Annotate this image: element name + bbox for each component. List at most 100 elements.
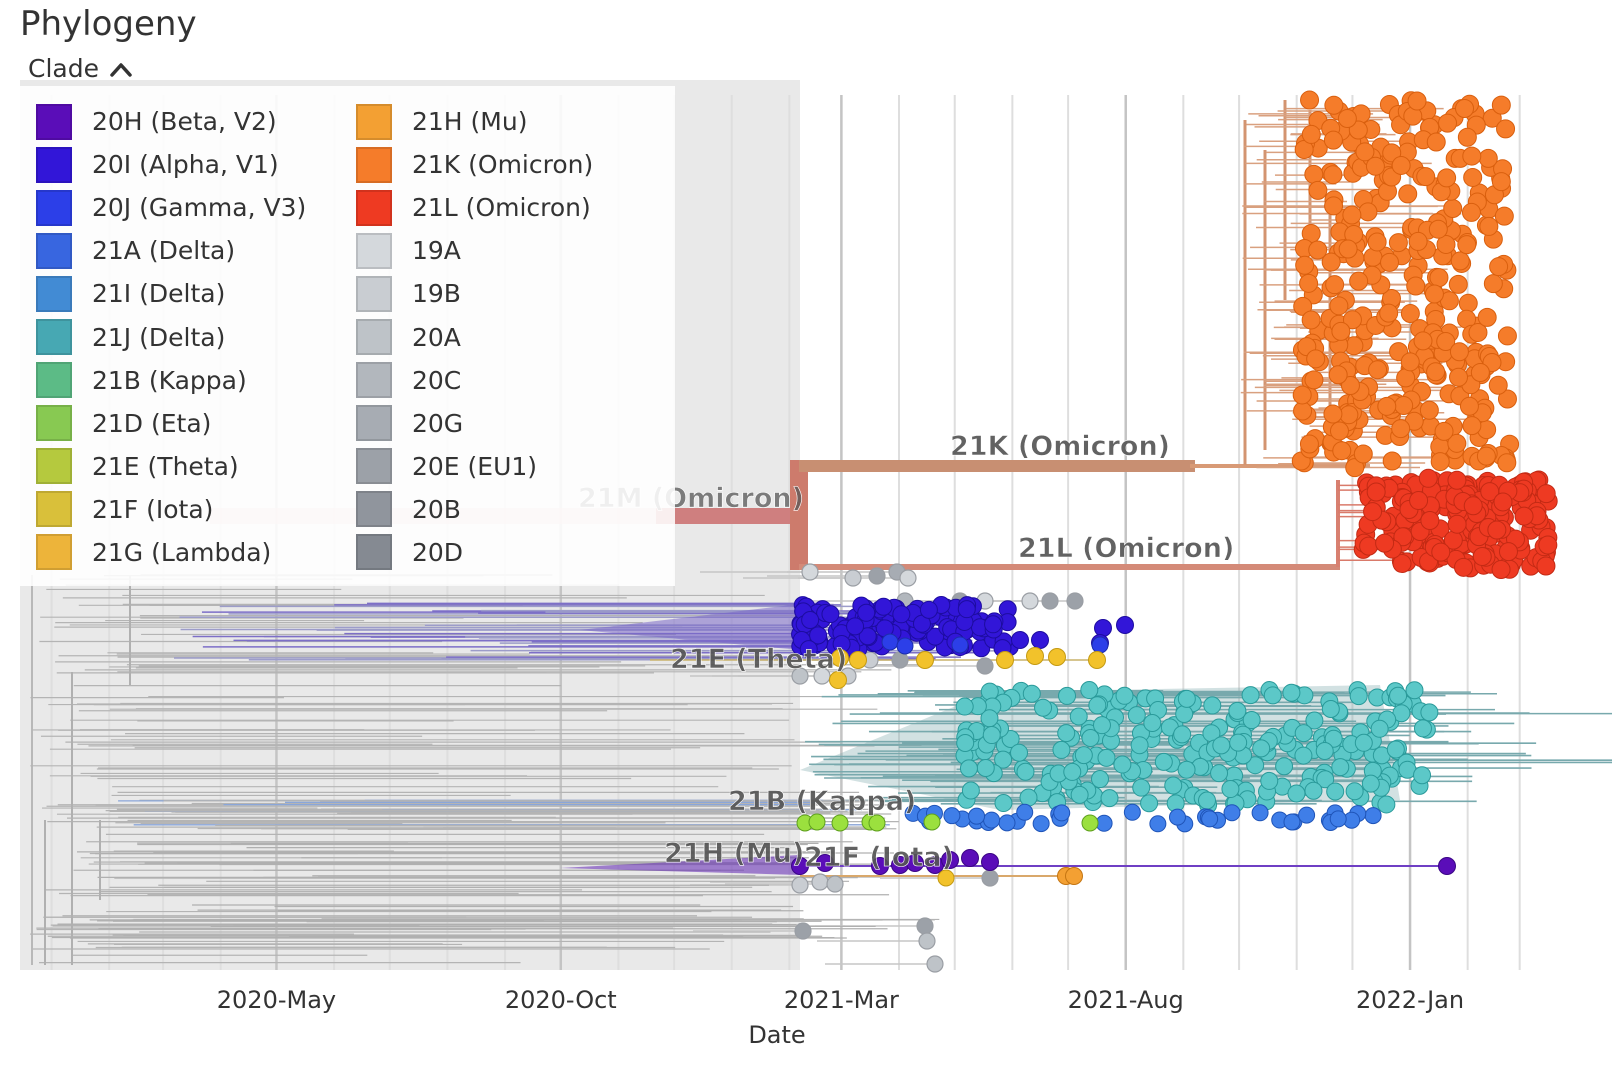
- tip-20J[interactable]: [951, 636, 969, 654]
- tip-20I[interactable]: [919, 600, 938, 619]
- tip-21J[interactable]: [1305, 711, 1324, 730]
- tip-21K[interactable]: [1382, 451, 1402, 471]
- legend-item[interactable]: 21D (Eta): [36, 402, 306, 445]
- tip-21J[interactable]: [994, 794, 1013, 813]
- tip-21K[interactable]: [1380, 252, 1400, 272]
- tip-20J[interactable]: [881, 633, 899, 651]
- legend-item[interactable]: 20J (Gamma, V3): [36, 186, 306, 229]
- tip-21K[interactable]: [1462, 416, 1482, 436]
- legend-item[interactable]: 20G: [356, 402, 593, 445]
- tip-21A[interactable]: [1298, 806, 1316, 824]
- tip-20I[interactable]: [809, 626, 828, 645]
- tip-21K[interactable]: [1400, 304, 1420, 324]
- tip-21A[interactable]: [1095, 814, 1113, 832]
- tip-21K[interactable]: [1479, 216, 1499, 236]
- tip-21J[interactable]: [1420, 703, 1439, 722]
- tip-21J[interactable]: [1127, 706, 1146, 725]
- tip-21K[interactable]: [1497, 453, 1517, 473]
- tip-21J[interactable]: [1052, 740, 1071, 759]
- tip-21L[interactable]: [1366, 482, 1386, 502]
- tip-21K[interactable]: [1491, 172, 1511, 192]
- tip-19A-20D[interactable]: [981, 869, 999, 887]
- tip-20I[interactable]: [984, 615, 1003, 634]
- tip-21K[interactable]: [1368, 360, 1388, 380]
- tip-21K[interactable]: [1436, 234, 1456, 254]
- tip-21A[interactable]: [1364, 807, 1382, 825]
- tip-21K[interactable]: [1358, 202, 1378, 222]
- tip-21K[interactable]: [1413, 331, 1433, 351]
- tip-21J[interactable]: [1252, 739, 1271, 758]
- tip-21K[interactable]: [1463, 167, 1483, 187]
- tip-21K[interactable]: [1396, 368, 1416, 388]
- tip-19A-20D[interactable]: [926, 955, 944, 973]
- tip-21J[interactable]: [1197, 791, 1216, 810]
- tip-21K[interactable]: [1447, 433, 1467, 453]
- tip-21K[interactable]: [1299, 434, 1319, 454]
- tip-21J[interactable]: [956, 733, 975, 752]
- tip-21K[interactable]: [1332, 441, 1352, 461]
- tip-21J[interactable]: [1331, 758, 1350, 777]
- tip-21D[interactable]: [808, 813, 826, 831]
- tip-21K[interactable]: [1497, 389, 1517, 409]
- tip-20I[interactable]: [1031, 631, 1049, 649]
- tip-21K[interactable]: [1300, 90, 1320, 110]
- tip-21J[interactable]: [1081, 729, 1100, 748]
- tip-21K[interactable]: [1450, 251, 1470, 271]
- tip-19A-20D[interactable]: [868, 567, 886, 585]
- tip-21L[interactable]: [1493, 492, 1513, 512]
- tip-21K[interactable]: [1458, 293, 1478, 313]
- legend-item[interactable]: 21I (Delta): [36, 272, 306, 315]
- tip-21K[interactable]: [1306, 349, 1326, 369]
- tip-19A-20D[interactable]: [794, 922, 812, 940]
- tip-20I[interactable]: [857, 603, 876, 622]
- tip-21K[interactable]: [1478, 148, 1498, 168]
- tip-21K[interactable]: [1483, 274, 1503, 294]
- tip-21K[interactable]: [1323, 165, 1343, 185]
- tip-21A[interactable]: [968, 807, 986, 825]
- legend-item[interactable]: 21E (Theta): [36, 445, 306, 488]
- tip-21K[interactable]: [1331, 321, 1351, 341]
- tip-21J[interactable]: [1100, 789, 1119, 808]
- tip-19A-20D[interactable]: [976, 657, 994, 675]
- tip-21K[interactable]: [1424, 284, 1444, 304]
- tip-21K[interactable]: [1437, 168, 1457, 188]
- tip-20I[interactable]: [1094, 619, 1112, 637]
- tip-19A-20D[interactable]: [899, 569, 917, 587]
- tip-21J[interactable]: [1080, 681, 1099, 700]
- tip-21J[interactable]: [1177, 760, 1196, 779]
- tip-21K[interactable]: [1301, 124, 1321, 144]
- tip-21K[interactable]: [1443, 198, 1463, 218]
- tip-21K[interactable]: [1301, 310, 1321, 330]
- tip-21A[interactable]: [1251, 804, 1269, 822]
- tip-21K[interactable]: [1323, 404, 1343, 424]
- tip-21D[interactable]: [923, 813, 941, 831]
- tip-21K[interactable]: [1324, 196, 1344, 216]
- tip-21J[interactable]: [1229, 733, 1248, 752]
- tip-21A[interactable]: [1329, 810, 1347, 828]
- tip-21J[interactable]: [1413, 719, 1432, 738]
- tip-21K[interactable]: [1407, 91, 1427, 111]
- tip-21D[interactable]: [1081, 814, 1099, 832]
- tip-21K[interactable]: [1419, 400, 1439, 420]
- tip-21K[interactable]: [1461, 202, 1481, 222]
- tip-20I[interactable]: [874, 597, 893, 616]
- tip-21J[interactable]: [1074, 746, 1093, 765]
- tip-21K[interactable]: [1459, 396, 1479, 416]
- tip-21K[interactable]: [1394, 396, 1414, 416]
- tip-21K[interactable]: [1449, 342, 1469, 362]
- tip-21K[interactable]: [1489, 257, 1509, 277]
- tip-21J[interactable]: [1263, 686, 1282, 705]
- legend-item[interactable]: 19B: [356, 272, 593, 315]
- tip-19A-20D[interactable]: [1066, 592, 1084, 610]
- tip-21J[interactable]: [1275, 757, 1294, 776]
- tip-21K[interactable]: [1304, 370, 1324, 390]
- tip-21J[interactable]: [1260, 771, 1279, 790]
- tip-21D[interactable]: [868, 814, 886, 832]
- tip-21K[interactable]: [1340, 375, 1360, 395]
- tip-21A[interactable]: [1032, 815, 1050, 833]
- tip-21J[interactable]: [1354, 733, 1373, 752]
- tip-21K[interactable]: [1349, 271, 1369, 291]
- tip-21K[interactable]: [1494, 206, 1514, 226]
- tip-21L[interactable]: [1536, 556, 1556, 576]
- tip-21F[interactable]: [996, 651, 1014, 669]
